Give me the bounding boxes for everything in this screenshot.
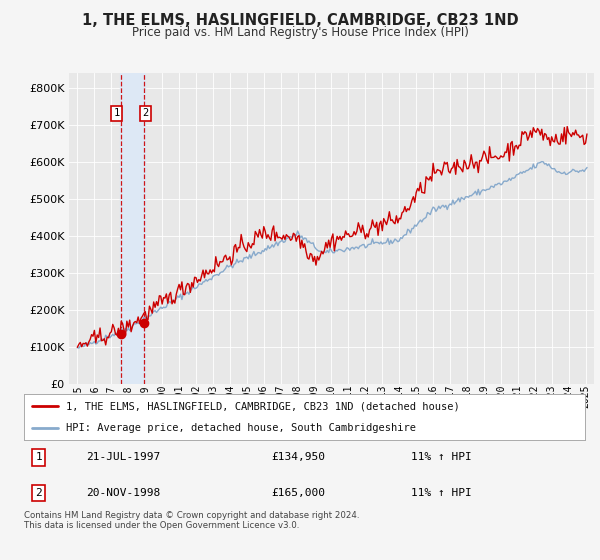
Text: 11% ↑ HPI: 11% ↑ HPI — [411, 452, 472, 463]
Text: 20-NOV-1998: 20-NOV-1998 — [86, 488, 160, 498]
Text: 1: 1 — [35, 452, 42, 463]
Text: 1, THE ELMS, HASLINGFIELD, CAMBRIDGE, CB23 1ND (detached house): 1, THE ELMS, HASLINGFIELD, CAMBRIDGE, CB… — [66, 401, 460, 411]
Text: Contains HM Land Registry data © Crown copyright and database right 2024.
This d: Contains HM Land Registry data © Crown c… — [24, 511, 359, 530]
Text: £165,000: £165,000 — [271, 488, 325, 498]
Text: 21-JUL-1997: 21-JUL-1997 — [86, 452, 160, 463]
Text: 11% ↑ HPI: 11% ↑ HPI — [411, 488, 472, 498]
Text: £134,950: £134,950 — [271, 452, 325, 463]
Text: 1, THE ELMS, HASLINGFIELD, CAMBRIDGE, CB23 1ND: 1, THE ELMS, HASLINGFIELD, CAMBRIDGE, CB… — [82, 13, 518, 28]
Text: 2: 2 — [35, 488, 42, 498]
Text: Price paid vs. HM Land Registry's House Price Index (HPI): Price paid vs. HM Land Registry's House … — [131, 26, 469, 39]
Bar — [120, 73, 145, 384]
Text: 1: 1 — [113, 109, 119, 119]
Text: 2: 2 — [142, 109, 149, 119]
Text: HPI: Average price, detached house, South Cambridgeshire: HPI: Average price, detached house, Sout… — [66, 423, 416, 433]
